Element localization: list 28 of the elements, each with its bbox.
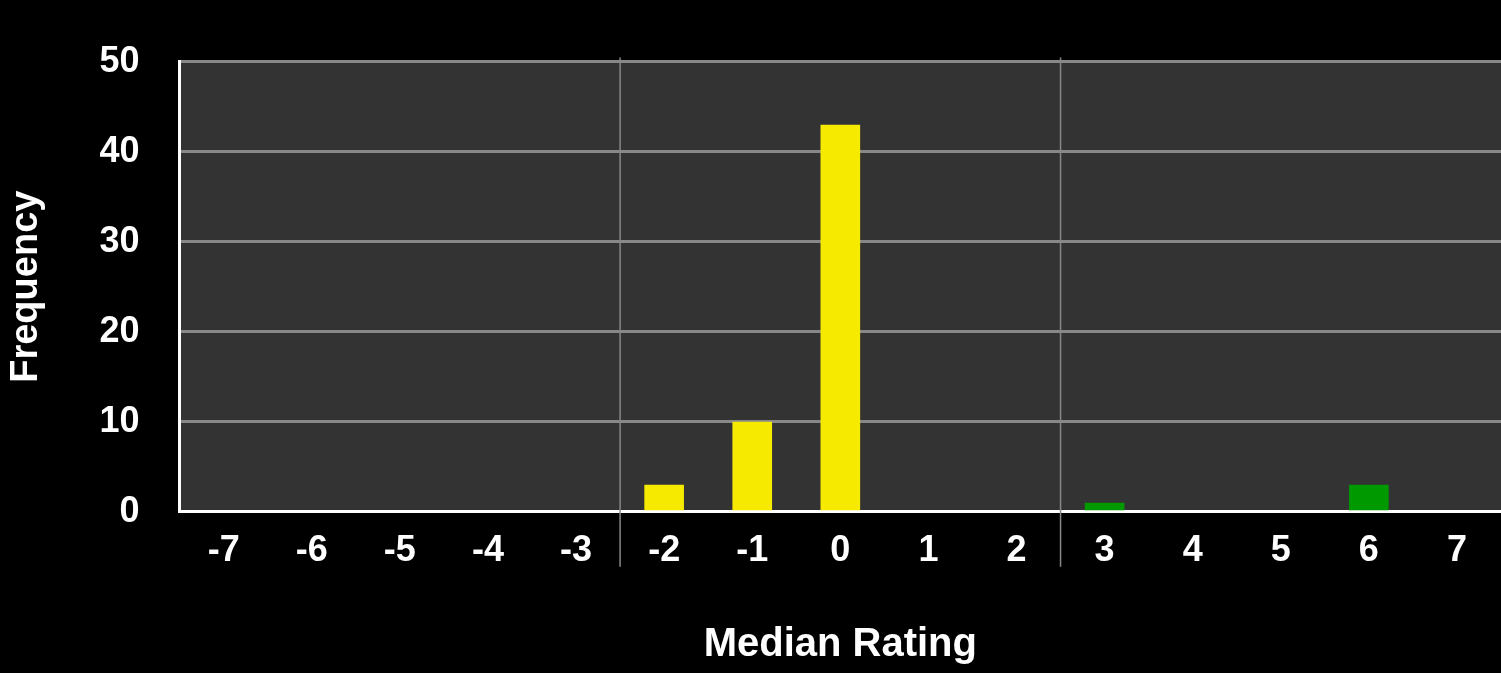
bar bbox=[1349, 484, 1389, 511]
x-tick-label: 0 bbox=[830, 528, 851, 570]
bar bbox=[644, 484, 684, 511]
x-tick-label: 2 bbox=[1006, 528, 1027, 570]
bar bbox=[1084, 502, 1125, 511]
x-tick-label: -7 bbox=[207, 528, 240, 570]
y-tick-label: 20 bbox=[99, 308, 140, 350]
y-tick-label: 0 bbox=[119, 488, 140, 530]
x-tick-label: -3 bbox=[560, 528, 593, 570]
y-axis-title: Frequency bbox=[3, 190, 46, 383]
x-tick-label: -2 bbox=[648, 528, 681, 570]
x-tick-label: -4 bbox=[471, 528, 504, 570]
x-tick-label: 6 bbox=[1358, 528, 1379, 570]
x-tick-label: 5 bbox=[1270, 528, 1291, 570]
y-tick-label: 30 bbox=[99, 218, 140, 260]
x-tick-label: 7 bbox=[1446, 528, 1467, 570]
y-tick-label: 10 bbox=[99, 398, 140, 440]
x-tick-label: 4 bbox=[1182, 528, 1203, 570]
bar bbox=[732, 421, 773, 511]
x-axis-title: Median Rating bbox=[703, 620, 977, 665]
y-tick-label: 40 bbox=[99, 128, 140, 170]
x-tick-label: -1 bbox=[736, 528, 769, 570]
x-tick-label: 1 bbox=[918, 528, 939, 570]
x-tick-label: -6 bbox=[295, 528, 328, 570]
x-tick-label: -5 bbox=[383, 528, 416, 570]
bar bbox=[820, 124, 861, 511]
y-tick-label: 50 bbox=[99, 38, 140, 80]
x-tick-label: 3 bbox=[1094, 528, 1115, 570]
